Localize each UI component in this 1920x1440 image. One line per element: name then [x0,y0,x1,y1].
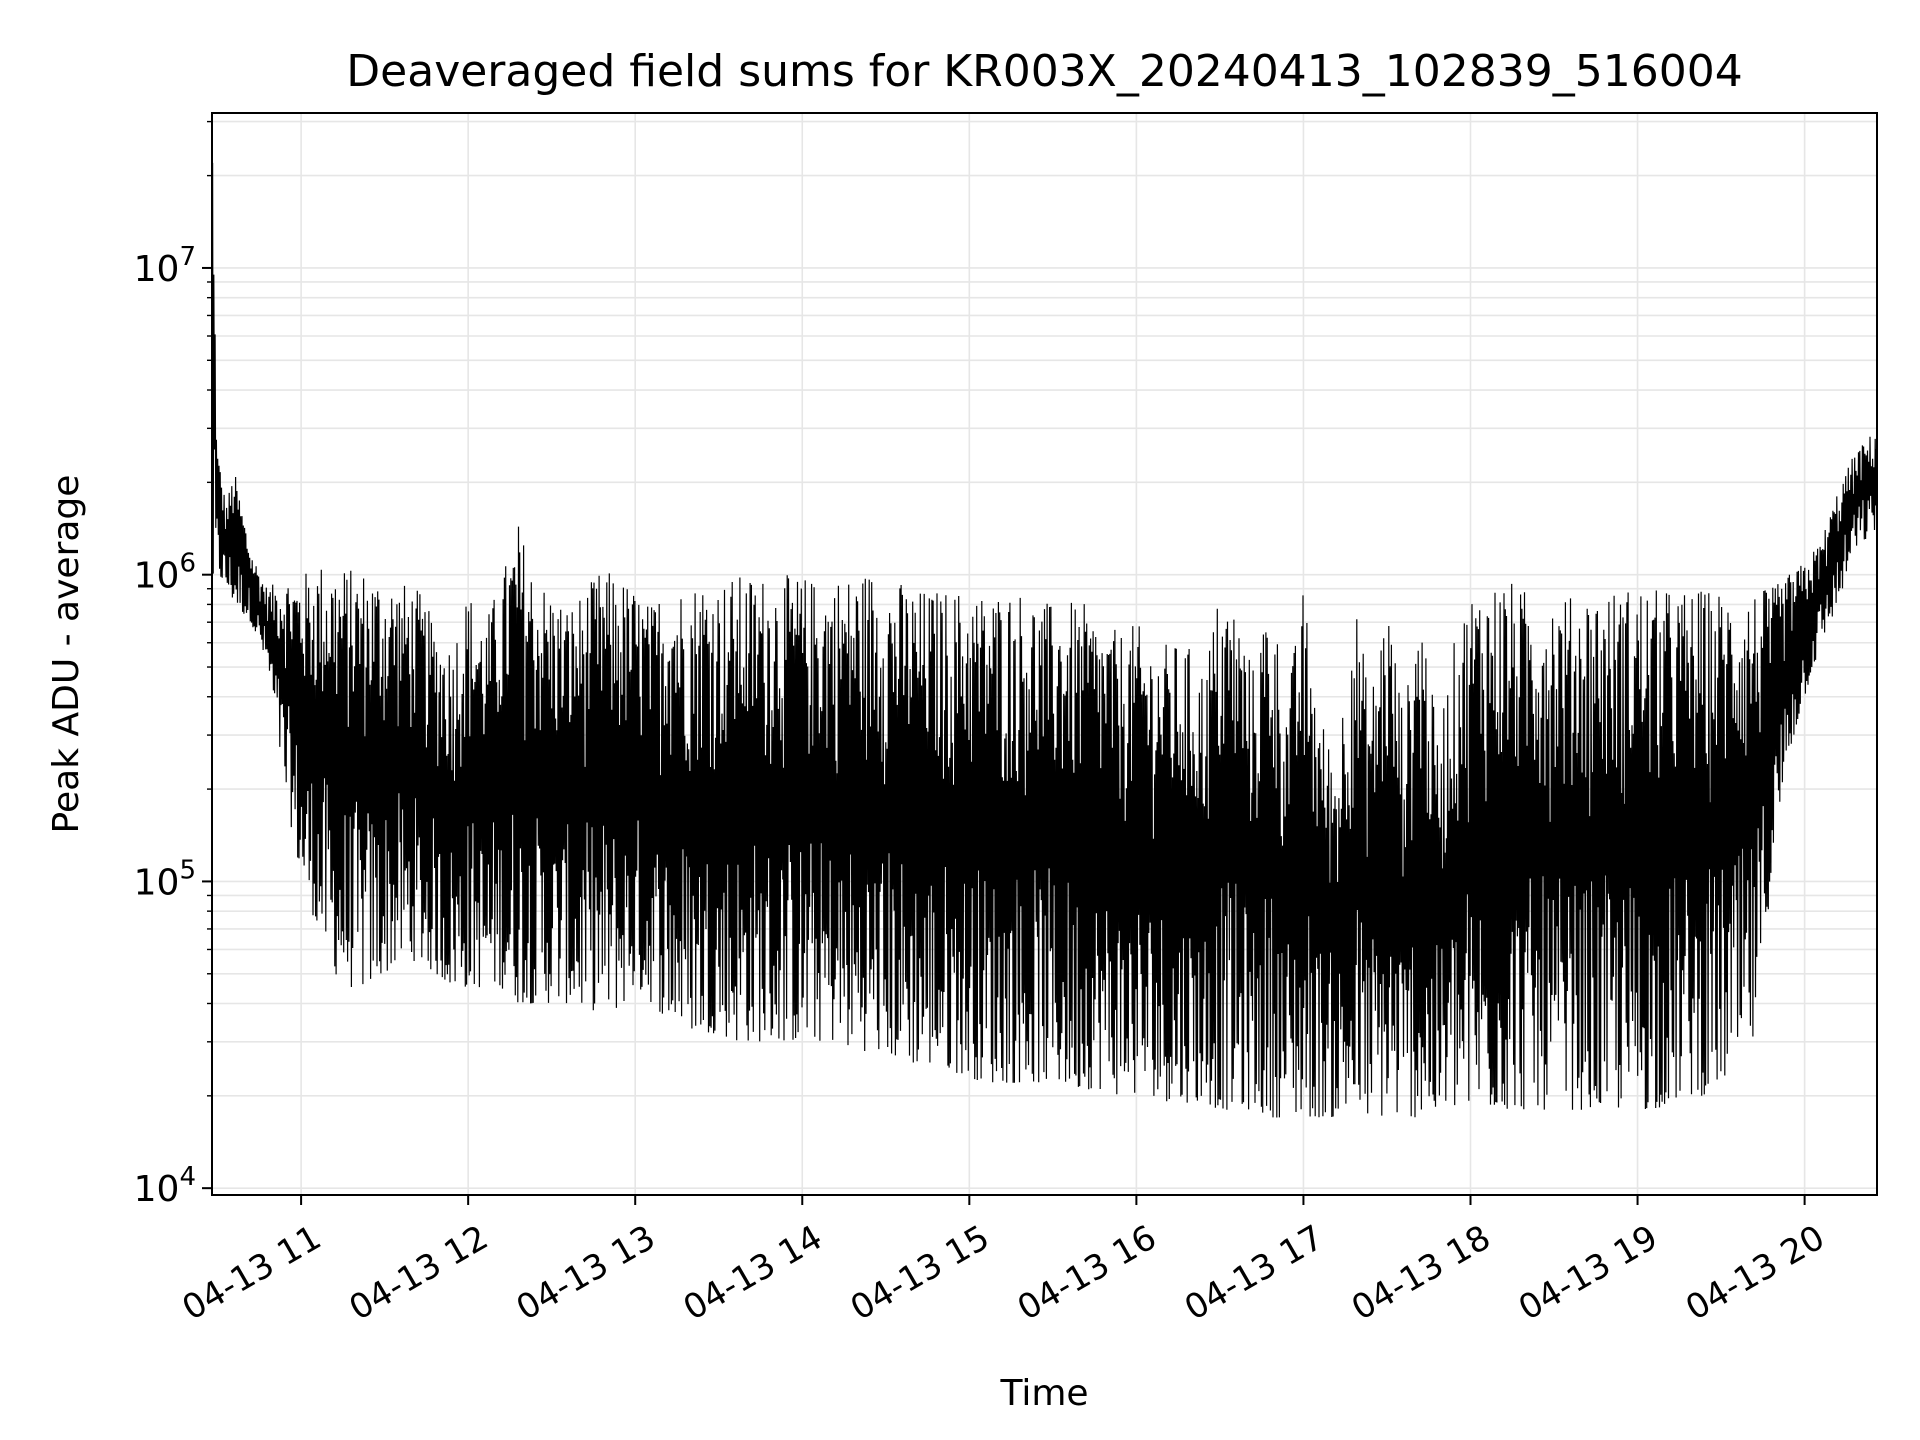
y-tick-label: 106 [134,549,196,597]
series-layer [212,162,1877,1118]
y-tick-label: 104 [134,1162,196,1210]
plot-area-frame [211,112,1878,1196]
chart-title: Deaveraged field sums for KR003X_2024041… [346,46,1742,97]
y-axis-label: Peak ADU - average [46,475,87,834]
series-line [212,162,1877,1118]
y-tick-label: 105 [134,855,196,903]
y-tick-label: 107 [134,242,196,290]
x-axis-label: Time [999,1373,1088,1414]
